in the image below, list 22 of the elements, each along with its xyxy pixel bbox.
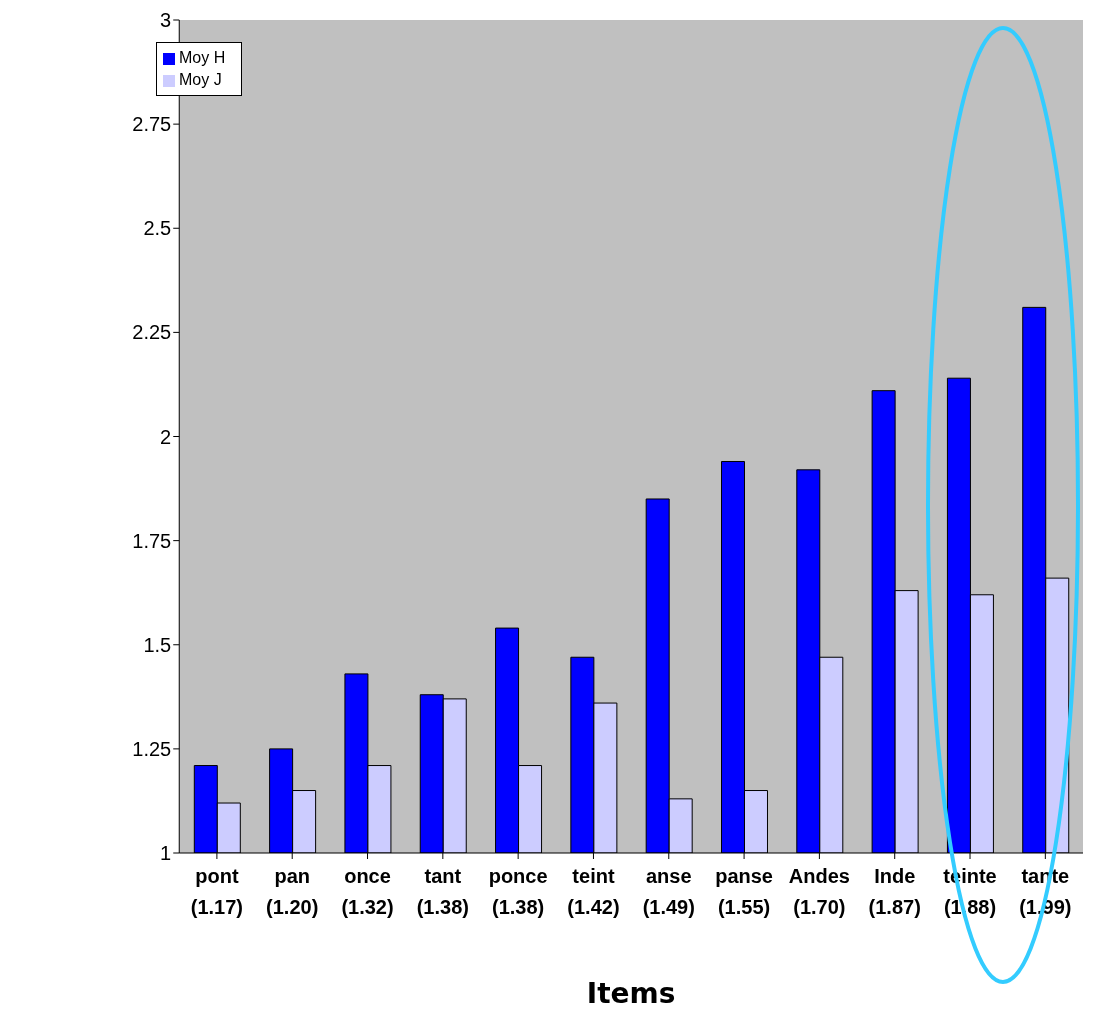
y-tick-label: 1 — [160, 842, 172, 865]
y-tick-label: 1.75 — [132, 529, 172, 552]
x-tick-label: pont (1.17) — [190, 865, 244, 918]
x-axis-title: Items — [586, 977, 676, 1010]
x-tick-label: ponce (1.38) — [488, 865, 548, 918]
y-tick-label: 2 — [160, 425, 172, 448]
x-tick-label: teint (1.42) — [567, 865, 620, 918]
y-tick-label: 3 — [160, 9, 172, 32]
y-tick-label: 2.5 — [143, 217, 172, 240]
legend-label: Moy H — [179, 49, 226, 66]
x-tick-label: anse (1.49) — [642, 865, 695, 918]
x-tick-label: Andes (1.70) — [788, 865, 850, 918]
y-tick-label: 1.25 — [132, 737, 172, 760]
x-tick-label: Inde (1.87) — [868, 865, 921, 918]
x-tick-label: panse (1.55) — [715, 865, 773, 918]
legend-label: Moy J — [179, 71, 222, 88]
x-tick-label: once (1.32) — [341, 865, 394, 918]
x-tick-label: tant (1.38) — [416, 865, 469, 918]
y-tick-label: 1.5 — [143, 633, 172, 656]
y-tick-label: 2.25 — [132, 321, 172, 344]
x-tick-label: pan (1.20) — [266, 865, 319, 918]
y-tick-label: 2.75 — [132, 113, 172, 136]
